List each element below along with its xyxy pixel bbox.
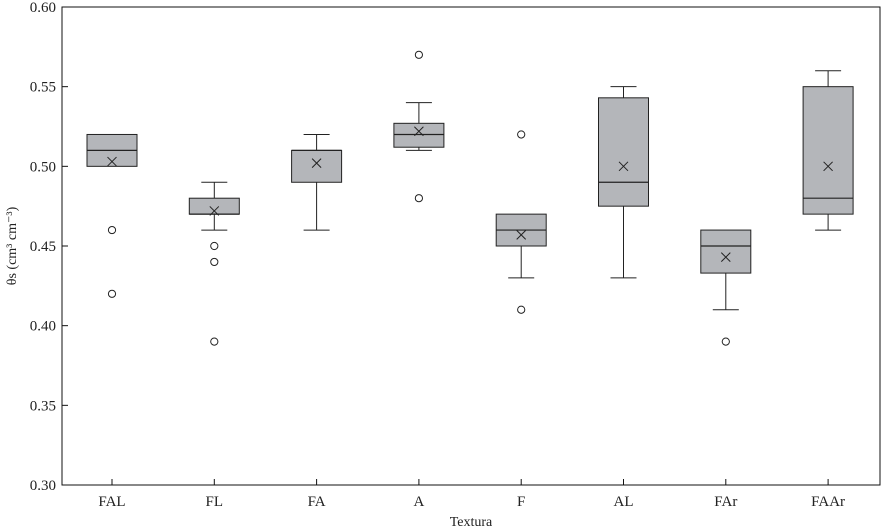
mean-marker <box>107 156 117 167</box>
outlier-point <box>107 289 117 298</box>
outlier-point <box>517 130 526 139</box>
box-fa <box>291 133 343 231</box>
mean-marker <box>311 158 322 169</box>
mean-marker <box>618 161 629 172</box>
category-label: FL <box>206 494 224 510</box>
plot-frame <box>61 6 881 486</box>
outlier-point <box>210 241 219 251</box>
box-f <box>495 130 547 314</box>
category-label: F <box>517 494 525 510</box>
outlier-point <box>414 50 423 59</box>
category-label: FAr <box>714 494 737 510</box>
outlier-point <box>210 257 219 267</box>
outlier-point <box>721 337 730 346</box>
category-label: FAL <box>98 494 125 510</box>
category-label: AL <box>614 494 634 510</box>
outlier-point <box>210 337 219 346</box>
box-a <box>393 50 445 203</box>
outlier-point <box>517 305 526 314</box>
y-tick-label: 0.55 <box>30 80 56 96</box>
y-tick-label: 0.30 <box>30 478 56 494</box>
y-tick-label: 0.50 <box>30 159 56 175</box>
iqr-box <box>291 149 343 183</box>
box-fal <box>86 133 138 298</box>
category-label: FAAr <box>811 494 845 510</box>
y-tick-label: 0.40 <box>30 319 56 335</box>
mean-marker <box>720 252 731 263</box>
box-fl <box>188 181 240 346</box>
box-far <box>700 229 752 346</box>
tick-marks <box>62 6 829 486</box>
category-label: FA <box>308 494 326 510</box>
mean-marker <box>516 229 527 240</box>
iqr-box <box>700 229 752 274</box>
iqr-box <box>598 97 649 207</box>
y-tick-label: 0.35 <box>30 398 56 414</box>
y-tick-label: 0.45 <box>30 239 56 255</box>
y-tick-label: 0.60 <box>30 0 56 16</box>
outlier-point <box>414 194 423 203</box>
category-label: A <box>413 494 424 510</box>
mean-marker <box>823 161 833 172</box>
iqr-box <box>802 86 854 215</box>
box-faar <box>802 70 854 231</box>
mean-marker <box>209 206 220 216</box>
x-axis-title: Textura <box>450 515 493 530</box>
box-series <box>86 50 854 346</box>
iqr-box <box>393 122 445 148</box>
mean-marker <box>414 126 424 137</box>
box-al <box>598 86 649 279</box>
iqr-box <box>188 197 240 215</box>
y-axis-title: θs (cm³ cm⁻³) <box>5 206 20 285</box>
outlier-point <box>107 225 117 235</box>
